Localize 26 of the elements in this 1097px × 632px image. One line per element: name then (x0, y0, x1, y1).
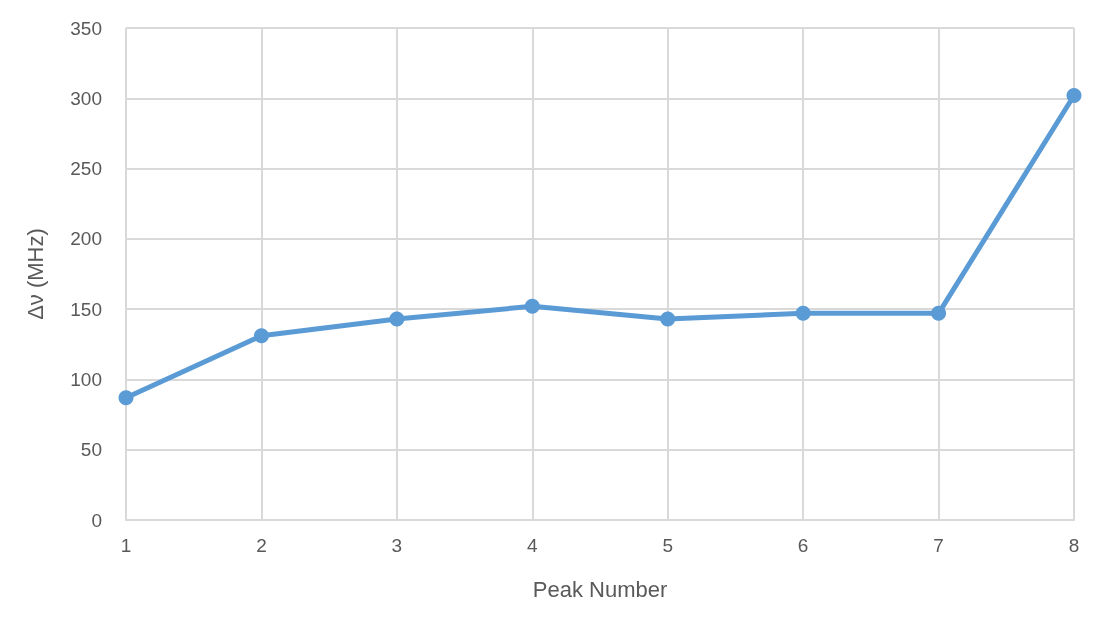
y-tick-label: 100 (70, 368, 102, 390)
point (931, 305, 947, 321)
x-tick-label: 4 (527, 535, 538, 556)
point (389, 311, 405, 327)
x-tick-label: 3 (391, 535, 403, 556)
point (253, 328, 269, 344)
y-tick-label: 300 (70, 87, 102, 109)
x-axis-title: Peak Number (532, 576, 668, 602)
y-tick-label: 150 (70, 298, 102, 320)
y-axis-title: Δν (MHz) (22, 228, 48, 320)
point (1066, 87, 1082, 103)
point (795, 305, 811, 321)
x-tick-label: 7 (933, 535, 944, 556)
y-tick-label: 50 (80, 439, 102, 461)
x-tick-label: 5 (662, 535, 673, 556)
y-tick-label: 0 (91, 509, 102, 531)
x-tick-label: 6 (797, 535, 809, 556)
point (118, 390, 134, 406)
point (524, 298, 540, 314)
y-tick-label: 350 (70, 17, 102, 39)
x-tick-label: 8 (1068, 535, 1080, 556)
x-tick-label: 1 (120, 535, 132, 556)
x-tick-label: 2 (256, 535, 267, 556)
point (660, 311, 676, 327)
y-tick-label: 200 (70, 228, 102, 250)
y-tick-label: 250 (70, 158, 102, 180)
